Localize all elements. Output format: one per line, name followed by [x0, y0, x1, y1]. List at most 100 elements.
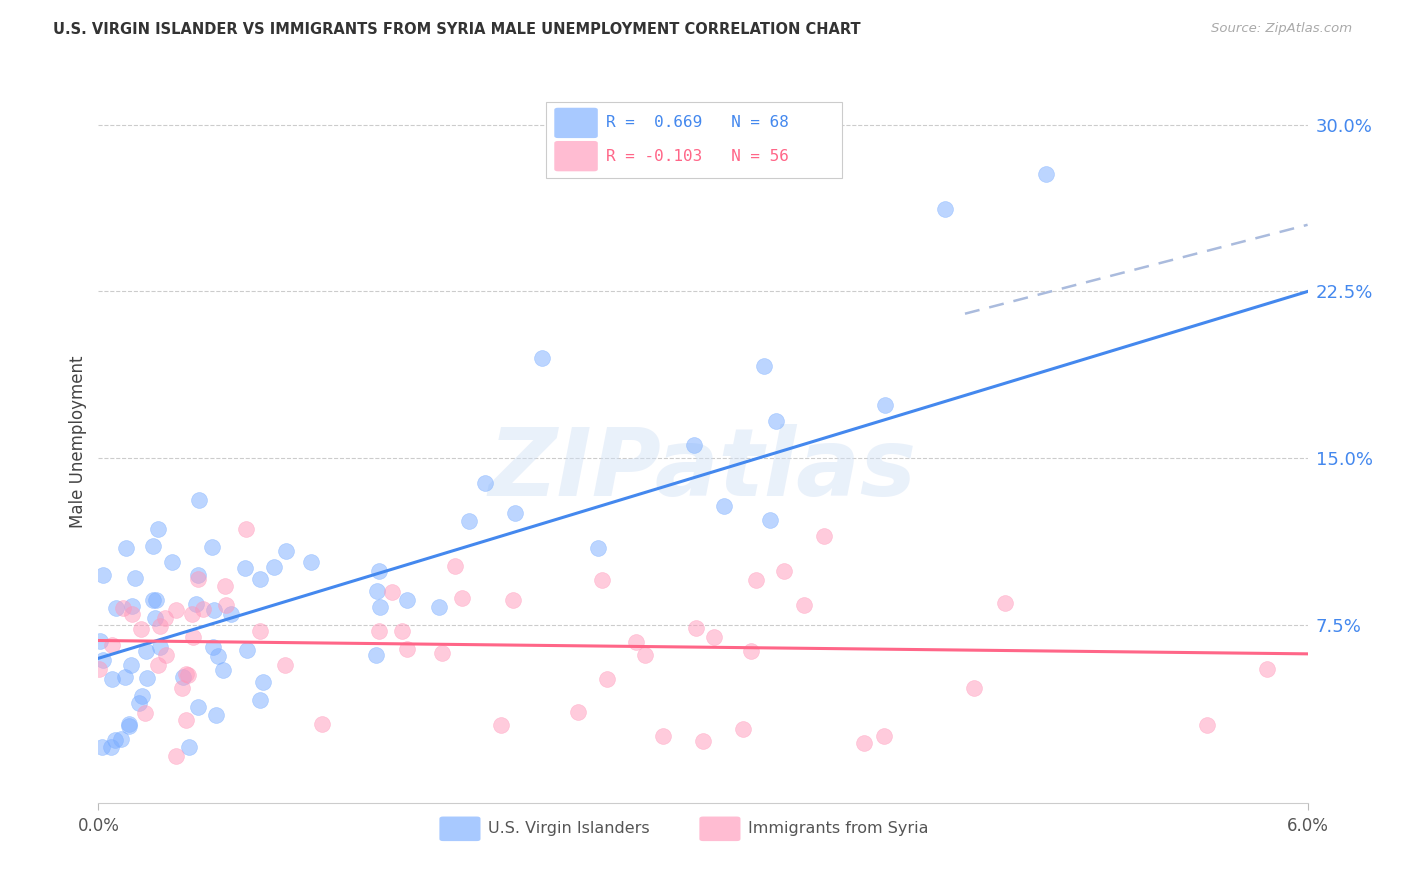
- Point: [149, 640, 172, 655]
- Point: [368, 624, 391, 638]
- Point: [873, 729, 896, 743]
- Text: ZIPatlas: ZIPatlas: [489, 425, 917, 516]
- Point: [219, 607, 242, 621]
- Point: [249, 693, 271, 707]
- Point: [274, 658, 297, 673]
- Point: [131, 622, 153, 636]
- Point: [187, 493, 209, 508]
- Point: [153, 611, 176, 625]
- Point: [233, 560, 256, 574]
- Point: [215, 598, 238, 612]
- Point: [873, 398, 896, 412]
- Point: [1195, 718, 1218, 732]
- Point: [263, 560, 285, 574]
- Point: [135, 643, 157, 657]
- FancyBboxPatch shape: [546, 102, 842, 178]
- Point: [685, 622, 707, 636]
- Point: [146, 522, 169, 536]
- Point: [367, 564, 389, 578]
- Point: [311, 717, 333, 731]
- Point: [114, 670, 136, 684]
- Point: [91, 568, 114, 582]
- Point: [530, 351, 553, 366]
- Point: [235, 522, 257, 536]
- Point: [366, 584, 388, 599]
- FancyBboxPatch shape: [554, 108, 598, 138]
- Point: [212, 663, 235, 677]
- Point: [100, 740, 122, 755]
- Point: [120, 658, 142, 673]
- Point: [172, 681, 194, 695]
- Point: [634, 648, 657, 663]
- Point: [136, 671, 159, 685]
- Point: [143, 610, 166, 624]
- Point: [204, 708, 226, 723]
- Point: [396, 593, 419, 607]
- Point: [793, 598, 815, 612]
- Point: [432, 647, 454, 661]
- Text: R =  0.669   N = 68: R = 0.669 N = 68: [606, 115, 789, 130]
- Point: [853, 736, 876, 750]
- Point: [651, 729, 673, 743]
- Point: [451, 591, 474, 605]
- Point: [114, 541, 136, 555]
- Point: [591, 574, 613, 588]
- Point: [235, 643, 257, 657]
- Point: [134, 706, 156, 720]
- Point: [713, 500, 735, 514]
- Point: [111, 600, 134, 615]
- Point: [457, 514, 479, 528]
- FancyBboxPatch shape: [554, 141, 598, 171]
- Point: [1035, 167, 1057, 181]
- Text: Source: ZipAtlas.com: Source: ZipAtlas.com: [1212, 22, 1353, 36]
- Point: [963, 681, 986, 695]
- Point: [174, 713, 197, 727]
- Point: [160, 555, 183, 569]
- Point: [142, 592, 165, 607]
- Point: [202, 603, 225, 617]
- Point: [427, 599, 450, 614]
- Point: [759, 513, 782, 527]
- Point: [179, 740, 201, 755]
- Point: [505, 507, 527, 521]
- Point: [172, 670, 194, 684]
- Point: [121, 607, 143, 621]
- Point: [181, 630, 204, 644]
- Point: [502, 592, 524, 607]
- Point: [626, 635, 648, 649]
- Point: [249, 572, 271, 586]
- Point: [752, 359, 775, 373]
- Text: Immigrants from Syria: Immigrants from Syria: [748, 822, 928, 837]
- Point: [567, 705, 589, 719]
- Point: [131, 689, 153, 703]
- Point: [274, 544, 297, 558]
- Point: [110, 732, 132, 747]
- Point: [934, 202, 956, 217]
- Point: [104, 732, 127, 747]
- Y-axis label: Male Unemployment: Male Unemployment: [69, 355, 87, 528]
- Point: [368, 600, 391, 615]
- Text: R = -0.103   N = 56: R = -0.103 N = 56: [606, 149, 789, 163]
- Point: [89, 662, 111, 676]
- Point: [252, 675, 274, 690]
- Point: [187, 699, 209, 714]
- Point: [703, 630, 725, 644]
- Point: [91, 740, 114, 755]
- Point: [740, 644, 762, 658]
- Point: [733, 723, 755, 737]
- Point: [596, 672, 619, 686]
- Point: [773, 565, 796, 579]
- Point: [101, 672, 124, 686]
- Point: [765, 414, 787, 428]
- Point: [299, 555, 322, 569]
- Point: [994, 596, 1017, 610]
- Point: [145, 593, 167, 607]
- Point: [201, 640, 224, 654]
- Point: [207, 648, 229, 663]
- Point: [187, 572, 209, 586]
- Point: [124, 571, 146, 585]
- Point: [586, 541, 609, 555]
- Point: [474, 476, 496, 491]
- Point: [117, 719, 139, 733]
- Point: [165, 603, 187, 617]
